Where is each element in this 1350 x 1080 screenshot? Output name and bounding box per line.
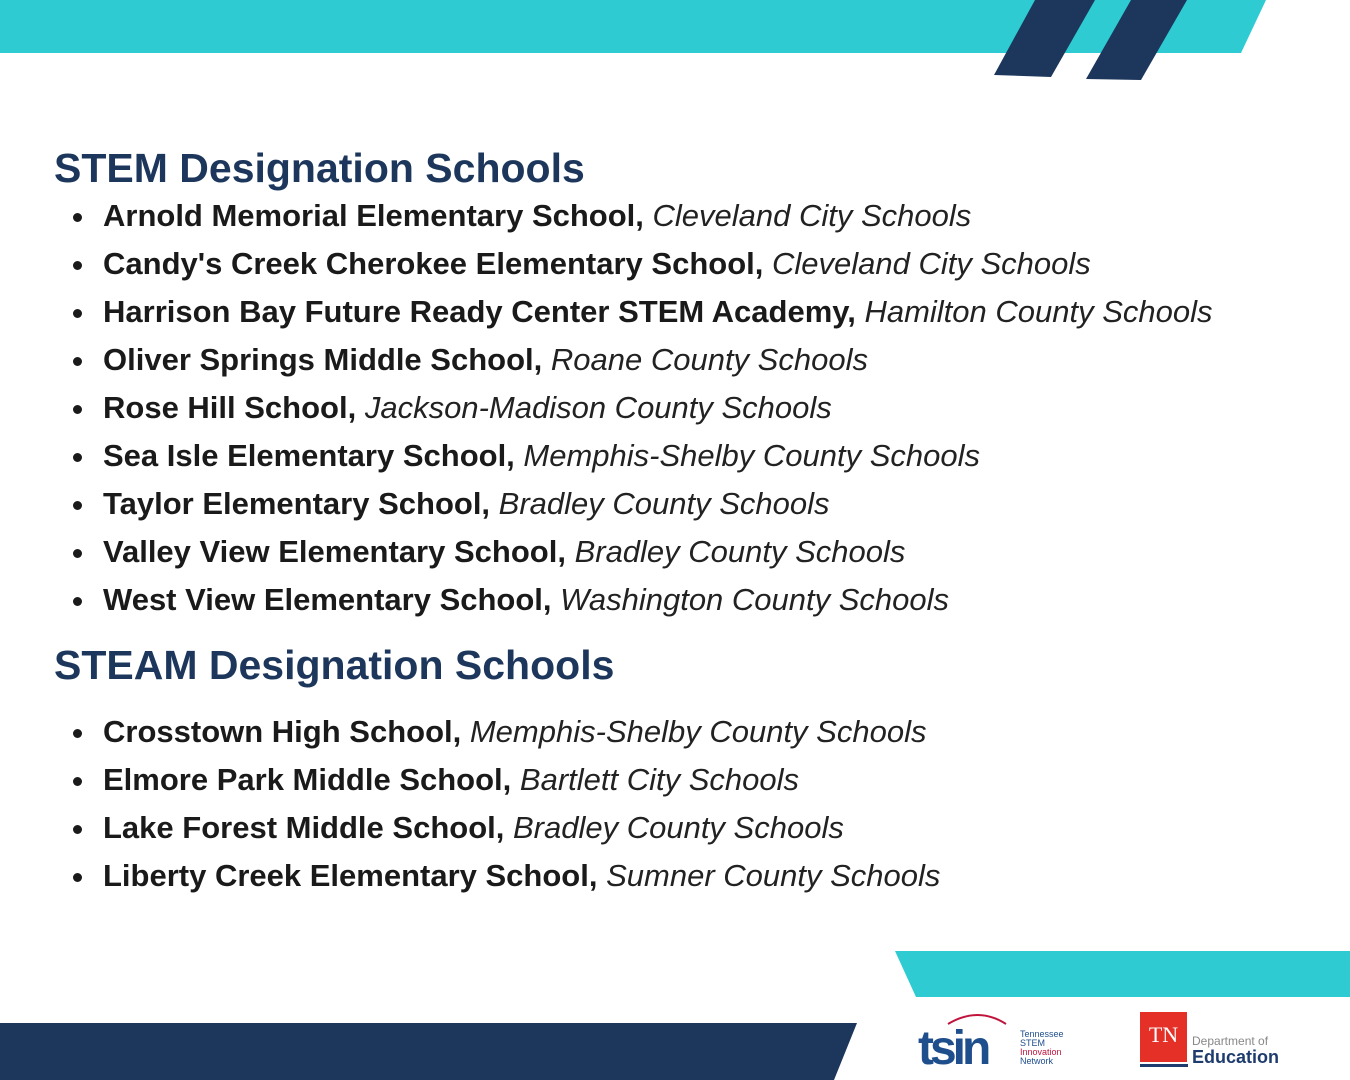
tsin-line: STEM	[1020, 1038, 1046, 1048]
school-name: Elmore Park Middle School,	[103, 762, 512, 797]
district-name: Jackson-Madison County Schools	[364, 390, 832, 425]
bottom-teal-band	[895, 951, 1350, 997]
district-name: Bradley County Schools	[512, 810, 844, 845]
list-item: Oliver Springs Middle School, Roane Coun…	[70, 336, 1213, 384]
district-name: Roane County Schools	[550, 342, 868, 377]
list-item: Arnold Memorial Elementary School, Cleve…	[70, 192, 1213, 240]
tsin-line: Network	[1020, 1056, 1054, 1066]
list-item: Rose Hill School, Jackson-Madison County…	[70, 384, 1213, 432]
list-item: Lake Forest Middle School, Bradley Count…	[70, 804, 940, 852]
school-name: Crosstown High School,	[103, 714, 462, 749]
district-name: Sumner County Schools	[606, 858, 941, 893]
school-name: Sea Isle Elementary School,	[103, 438, 515, 473]
list-item: Liberty Creek Elementary School, Sumner …	[70, 852, 940, 900]
tn-mark: TN	[1140, 1012, 1187, 1062]
school-name: Rose Hill School,	[103, 390, 357, 425]
list-item: Crosstown High School, Memphis-Shelby Co…	[70, 708, 940, 756]
district-name: Hamilton County Schools	[864, 294, 1213, 329]
top-navy-stripe-1	[994, 0, 1095, 77]
district-name: Bradley County Schools	[498, 486, 830, 521]
district-name: Bartlett City Schools	[519, 762, 800, 797]
district-name: Memphis-Shelby County Schools	[469, 714, 927, 749]
school-name: West View Elementary School,	[103, 582, 552, 617]
school-name: Liberty Creek Elementary School,	[103, 858, 598, 893]
school-name: Taylor Elementary School,	[103, 486, 491, 521]
steam-school-list: Crosstown High School, Memphis-Shelby Co…	[70, 708, 940, 900]
school-name: Valley View Elementary School,	[103, 534, 566, 569]
tsin-logo-mark: tsin	[918, 1014, 1007, 1068]
bottom-navy-band	[0, 1023, 857, 1080]
stem-school-list: Arnold Memorial Elementary School, Cleve…	[70, 192, 1213, 624]
top-teal-band	[0, 0, 1266, 53]
tsin-logo: tsin Tennessee STEM Innovation Network	[918, 1010, 1068, 1068]
list-item: Taylor Elementary School, Bradley County…	[70, 480, 1213, 528]
tsin-logo-text: Tennessee STEM Innovation Network	[1020, 1030, 1064, 1066]
list-item: Candy's Creek Cherokee Elementary School…	[70, 240, 1213, 288]
list-item: Valley View Elementary School, Bradley C…	[70, 528, 1213, 576]
list-item: West View Elementary School, Washington …	[70, 576, 1213, 624]
list-item: Elmore Park Middle School, Bartlett City…	[70, 756, 940, 804]
district-name: Washington County Schools	[560, 582, 950, 617]
list-item: Sea Isle Elementary School, Memphis-Shel…	[70, 432, 1213, 480]
tdoe-line2: Education	[1192, 1047, 1280, 1067]
stem-heading: STEM Designation Schools	[54, 145, 585, 191]
district-name: Bradley County Schools	[574, 534, 906, 569]
district-name: Memphis-Shelby County Schools	[523, 438, 981, 473]
district-name: Cleveland City Schools	[771, 246, 1091, 281]
school-name: Candy's Creek Cherokee Elementary School…	[103, 246, 764, 281]
list-item: Harrison Bay Future Ready Center STEM Ac…	[70, 288, 1213, 336]
tsin-line: Innovation	[1020, 1047, 1062, 1057]
top-navy-stripe-2	[1086, 0, 1187, 80]
tdoe-line1: Department of	[1192, 1034, 1269, 1048]
district-name: Cleveland City Schools	[652, 198, 972, 233]
school-name: Oliver Springs Middle School,	[103, 342, 543, 377]
svg-text:tsin: tsin	[918, 1022, 989, 1068]
tn-department-of-education-logo: TN Department of Education	[1140, 1012, 1280, 1068]
tn-underline	[1140, 1064, 1188, 1067]
tsin-line: Tennessee	[1020, 1029, 1064, 1039]
steam-heading: STEAM Designation Schools	[54, 642, 615, 688]
school-name: Arnold Memorial Elementary School,	[103, 198, 644, 233]
school-name: Harrison Bay Future Ready Center STEM Ac…	[103, 294, 856, 329]
school-name: Lake Forest Middle School,	[103, 810, 505, 845]
